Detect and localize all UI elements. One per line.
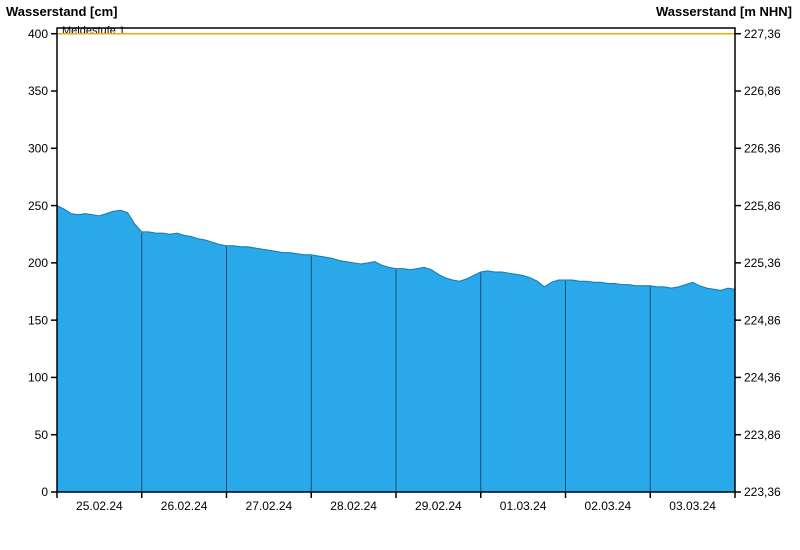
- y-axis-tick-label-right: 223,86: [744, 428, 781, 442]
- y-axis-tick-label-right: 224,86: [744, 313, 781, 327]
- x-axis-label: 28.02.24: [330, 499, 377, 513]
- y-axis-tick-label-left: 400: [28, 27, 48, 41]
- x-axis-label: 02.03.24: [585, 499, 632, 513]
- y-axis-tick-label-right: 227,36: [744, 27, 781, 41]
- y-axis-tick-label-left: 150: [28, 313, 48, 327]
- y-axis-title-right: Wasserstand [m NHN]: [655, 4, 792, 19]
- x-axis-label: 26.02.24: [161, 499, 208, 513]
- y-axis-tick-label-left: 50: [35, 428, 49, 442]
- y-axis-tick-label-right: 224,36: [744, 371, 781, 385]
- y-axis-tick-label-right: 225,36: [744, 256, 781, 270]
- x-axis-label: 25.02.24: [76, 499, 123, 513]
- series-edge: [56, 205, 736, 291]
- y-axis-tick-label-left: 300: [28, 141, 48, 155]
- y-axis-tick-label-right: 223,36: [744, 485, 781, 499]
- y-axis-tick-label-left: 250: [28, 199, 48, 213]
- y-axis-tick-label-left: 0: [41, 485, 48, 499]
- y-axis-tick-label-left: 100: [28, 371, 48, 385]
- y-axis-tick-label-right: 226,36: [744, 141, 781, 155]
- y-axis-title-left: Wasserstand [cm]: [6, 4, 118, 19]
- x-axis-label: 27.02.24: [246, 499, 293, 513]
- y-axis-tick-label-right: 225,86: [744, 199, 781, 213]
- y-axis-tick-label-right: 226,86: [744, 84, 781, 98]
- y-axis-tick-label-left: 350: [28, 84, 48, 98]
- x-axis-label: 01.03.24: [500, 499, 547, 513]
- x-axis-label: 29.02.24: [415, 499, 462, 513]
- y-axis-tick-label-left: 200: [28, 256, 48, 270]
- x-axis-label: 03.03.24: [669, 499, 716, 513]
